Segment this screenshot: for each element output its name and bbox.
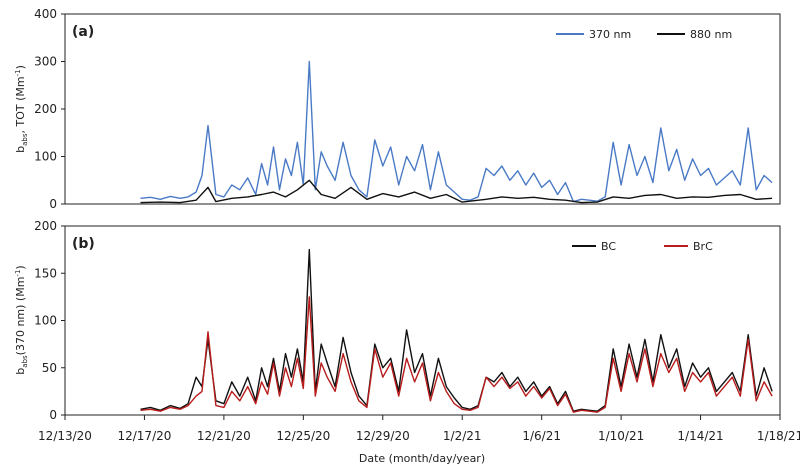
legend-label-370nm: 370 nm <box>589 28 631 41</box>
legend-label-bc: BC <box>601 240 616 253</box>
panel-b-y-tick-label: 150 <box>34 266 57 280</box>
panel-b-y-tick-label: 100 <box>34 314 57 328</box>
panel-b-y-tick-label: 0 <box>49 408 57 422</box>
x-tick-label: 1/2/21 <box>443 429 482 443</box>
x-tick-label: 12/25/20 <box>276 429 330 443</box>
x-tick-label: 12/17/20 <box>117 429 171 443</box>
panel-b-y-tick-label: 50 <box>42 361 57 375</box>
panel-a-lines <box>140 60 773 204</box>
x-tick-label: 12/13/20 <box>38 429 92 443</box>
panel-b-series-brc-line <box>140 296 773 413</box>
panel-a-y-label-main: b <box>14 146 27 153</box>
panel-b-y-label: babs(370 nm) (Mm-1) <box>14 265 29 374</box>
panel-b-series-bc-line <box>140 248 773 412</box>
panel-a-y-ticks: 0 100 200 300 400 <box>34 7 65 211</box>
x-axis-label: Date (month/day/year) <box>359 452 485 465</box>
x-axis: 12/13/20 12/17/20 12/21/20 12/25/20 12/29/20… <box>38 415 800 443</box>
panel-b: (b) 0 50 100 150 200 BC BrC babs(370 nm) (Mm… <box>14 219 781 422</box>
x-tick-label: 1/10/21 <box>598 429 644 443</box>
panel-a-y-tick-label: 0 <box>49 197 57 211</box>
x-tick-label: 1/18/21 <box>757 429 800 443</box>
panel-a-legend: 370 nm 880 nm <box>556 28 732 41</box>
panel-b-y-label-sup: -1 <box>14 270 22 277</box>
panel-b-y-label-sub: abs <box>21 355 29 368</box>
legend-label-brc: BrC <box>693 240 713 253</box>
x-tick-label: 12/21/20 <box>197 429 251 443</box>
panel-b-y-label-end: ) <box>14 265 27 269</box>
x-tick-label: 12/29/20 <box>356 429 410 443</box>
panel-b-frame <box>64 225 781 416</box>
panel-a-frame <box>64 13 781 205</box>
panel-b-legend: BC BrC <box>572 240 713 253</box>
panel-a-y-tick-label: 400 <box>34 7 57 21</box>
panel-a-y-label: babs, TOT (Mm-1) <box>14 65 29 153</box>
panel-a-y-tick-label: 300 <box>34 55 57 69</box>
panel-a-y-label-sup: -1 <box>14 69 22 76</box>
panel-a: (a) 0 100 200 300 400 370 nm 880 nm babs, TO… <box>14 7 781 211</box>
panel-b-y-tick-label: 200 <box>34 219 57 233</box>
panel-a-y-tick-label: 200 <box>34 102 57 116</box>
x-tick-label: 1/14/21 <box>677 429 723 443</box>
panel-a-label: (a) <box>72 24 94 40</box>
panel-a-y-label-end: ) <box>14 65 27 69</box>
panel-a-y-tick-label: 100 <box>34 150 57 164</box>
panel-a-y-label-sub: abs <box>21 133 29 146</box>
panel-a-series-880-nm-line <box>140 179 773 204</box>
x-tick-label: 1/6/21 <box>522 429 561 443</box>
panel-b-y-label-rest: (370 nm) (Mm <box>14 277 27 356</box>
legend-label-880nm: 880 nm <box>690 28 732 41</box>
panel-b-y-label-main: b <box>14 368 27 375</box>
panel-a-series-370-nm-line <box>140 60 773 203</box>
panel-b-lines <box>140 248 773 413</box>
panel-a-y-label-rest: , TOT (Mm <box>14 76 27 133</box>
panel-b-label: (b) <box>72 236 95 252</box>
panel-b-y-ticks: 0 50 100 150 200 <box>34 219 65 422</box>
